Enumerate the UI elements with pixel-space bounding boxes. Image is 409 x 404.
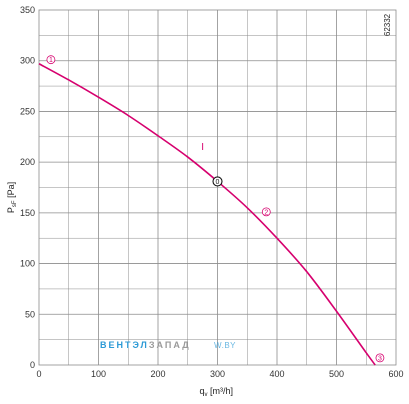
- svg-text:ВЕНТЭЛЗАПАД: ВЕНТЭЛЗАПАД: [100, 340, 191, 350]
- watermark: ВЕНТЭЛЗАПАД W.BY: [100, 340, 236, 350]
- y-tick-label: 50: [25, 309, 35, 319]
- operating-point-number: 0: [216, 179, 220, 186]
- y-tick-label: 200: [20, 157, 35, 167]
- curve-label: I: [201, 142, 204, 153]
- y-tick-label: 300: [20, 56, 35, 66]
- y-tick-label: 0: [30, 360, 35, 370]
- tick-labels: 0 100 200 300 400 500 600 0 50 100 150 200 250 300 350: [20, 5, 404, 379]
- operating-point-number: 3: [378, 355, 382, 362]
- x-tick-label: 100: [91, 369, 106, 379]
- operating-point-circle: [375, 353, 385, 363]
- operating-point-circle: [261, 207, 271, 217]
- operating-point-label: 1: [46, 55, 56, 65]
- watermark-part-2: ЗАПАД: [149, 340, 191, 350]
- operating-point-number: 1: [49, 57, 53, 64]
- operating-point-label: 3: [375, 353, 385, 363]
- watermark-part-1: ВЕНТЭЛ: [100, 340, 149, 350]
- x-tick-label: 0: [36, 369, 41, 379]
- operating-point-number: 2: [264, 209, 268, 216]
- series: [38, 63, 376, 366]
- watermark-part-3: W.BY: [214, 341, 236, 350]
- x-axis-label: qv [m³/h]: [200, 386, 234, 398]
- axis-titles: qv [m³/h] PsF [Pa]: [6, 182, 233, 398]
- y-tick-label: 250: [20, 106, 35, 116]
- y-tick-label: 150: [20, 208, 35, 218]
- y-tick-label: 100: [20, 259, 35, 269]
- operating-point-marker: 0: [212, 176, 223, 187]
- x-tick-label: 200: [150, 369, 165, 379]
- operating-points: 1 2 3 0: [46, 55, 385, 363]
- x-tick-label: 400: [269, 369, 284, 379]
- operating-point-circle: [212, 176, 223, 187]
- x-tick-label: 500: [329, 369, 344, 379]
- x-tick-label: 600: [388, 369, 403, 379]
- chart-code-label: 62332: [383, 13, 392, 36]
- y-tick-label: 350: [20, 5, 35, 15]
- grid: [38, 9, 397, 366]
- series-line: [38, 63, 376, 366]
- y-axis-label: PsF [Pa]: [6, 182, 18, 213]
- x-tick-label: 300: [210, 369, 225, 379]
- operating-point-circle: [46, 55, 56, 65]
- operating-point-label: 2: [261, 207, 271, 217]
